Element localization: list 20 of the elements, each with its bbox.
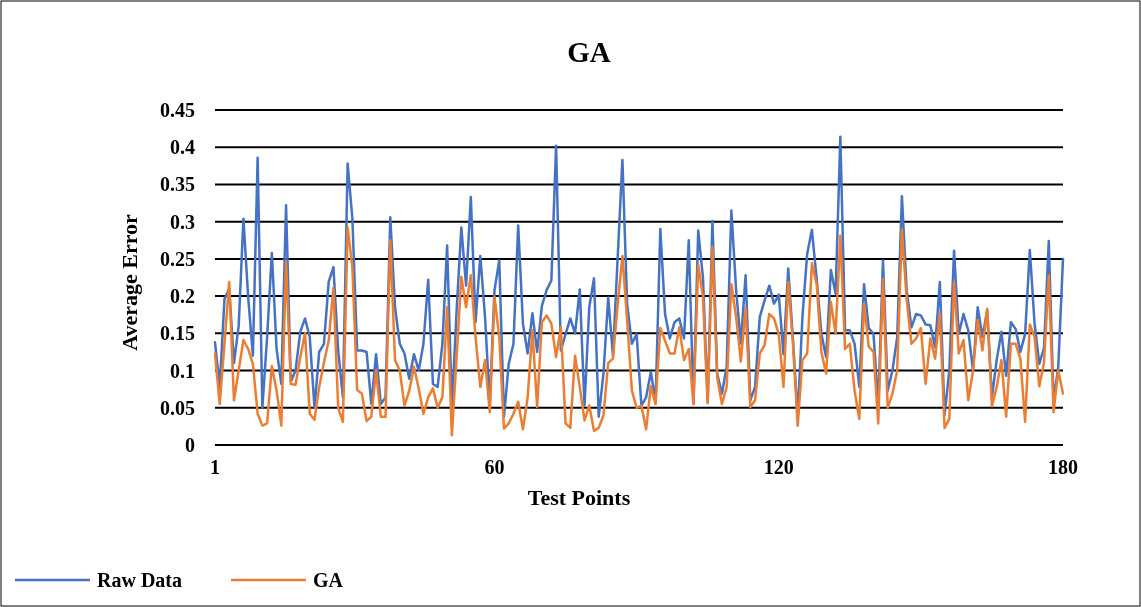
y-tick-label: 0.4 [170, 136, 195, 159]
x-tick-label: 180 [1048, 456, 1078, 478]
y-tick-label: 0.45 [160, 99, 195, 121]
y-tick-label: 0.25 [160, 247, 195, 270]
y-tick-label: 0.15 [160, 322, 195, 345]
y-tick-label: 0 [185, 434, 195, 456]
y-tick-label: 0.3 [170, 210, 195, 233]
x-axis-title: Test Points [527, 485, 631, 510]
line-series [213, 226, 1065, 437]
y-axis-title: Average Error [117, 213, 142, 351]
x-tick-label: 60 [484, 456, 505, 478]
x-tick-label: 1 [210, 456, 220, 478]
y-tick-label: 0.2 [170, 285, 195, 308]
y-tick-label: 0.1 [170, 359, 195, 382]
y-tick-label: 0.05 [160, 396, 195, 419]
legend-label: Raw Data [97, 569, 182, 591]
y-tick-label: 0.35 [160, 173, 195, 196]
chart-title: GA [567, 36, 611, 68]
legend-label: GA [313, 569, 344, 591]
x-tick-label: 120 [763, 456, 794, 478]
